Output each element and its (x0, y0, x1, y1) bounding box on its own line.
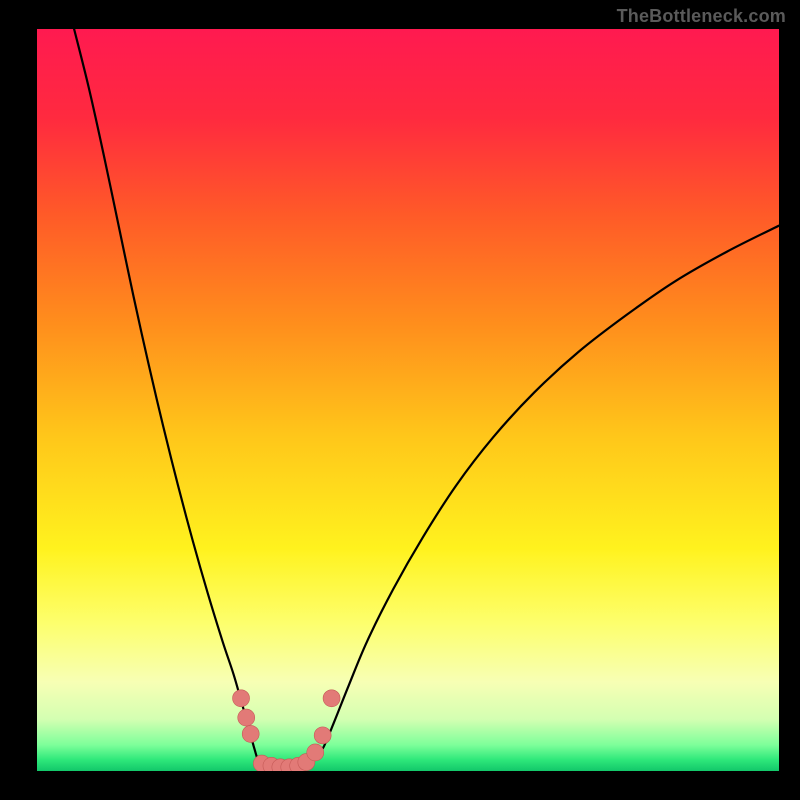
marker-point (314, 727, 331, 744)
marker-point (323, 690, 340, 707)
marker-point (242, 725, 259, 742)
marker-point (233, 690, 250, 707)
marker-point (307, 744, 324, 761)
plot-area (37, 29, 779, 771)
chart-canvas: TheBottleneck.com (0, 0, 800, 800)
watermark-text: TheBottleneck.com (617, 6, 786, 27)
markers-layer (37, 29, 779, 771)
marker-point (238, 709, 255, 726)
